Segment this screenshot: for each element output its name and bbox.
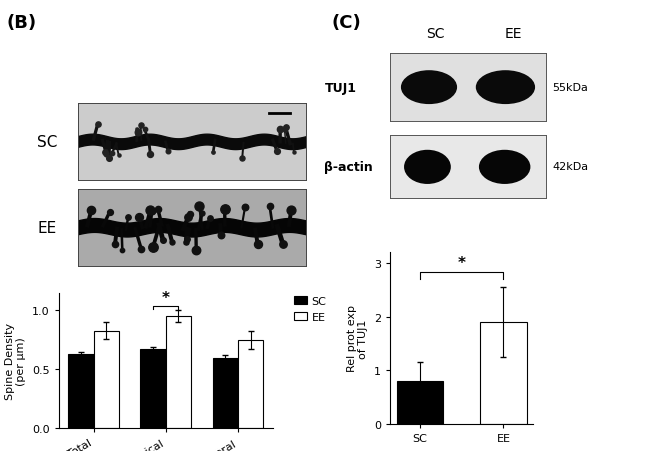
Text: (B): (B)	[6, 14, 36, 32]
Bar	[68, 354, 94, 428]
Text: SC: SC	[37, 134, 57, 150]
Legend: SC, EE: SC, EE	[289, 292, 331, 326]
Y-axis label: Rel prot exp
of TUJ1: Rel prot exp of TUJ1	[346, 305, 369, 372]
Text: 55kDa: 55kDa	[552, 83, 588, 93]
Ellipse shape	[401, 71, 457, 105]
Text: EE: EE	[505, 27, 522, 41]
Text: TUJ1: TUJ1	[324, 82, 356, 94]
Bar	[396, 381, 443, 424]
Bar	[238, 340, 263, 428]
Text: *: *	[458, 255, 465, 270]
Text: (C): (C)	[332, 14, 361, 32]
Bar	[166, 317, 191, 428]
Bar	[140, 350, 166, 428]
Text: *: *	[162, 290, 170, 305]
Ellipse shape	[476, 71, 535, 105]
Bar	[94, 331, 119, 428]
Ellipse shape	[404, 151, 451, 184]
Text: β-actin: β-actin	[324, 161, 373, 173]
Text: EE: EE	[37, 220, 57, 235]
Ellipse shape	[479, 151, 530, 184]
Y-axis label: Spine Density
(per μm): Spine Density (per μm)	[5, 322, 26, 399]
Bar	[480, 322, 526, 424]
Text: 42kDa: 42kDa	[552, 162, 588, 172]
Bar	[213, 358, 238, 428]
Text: SC: SC	[426, 27, 445, 41]
